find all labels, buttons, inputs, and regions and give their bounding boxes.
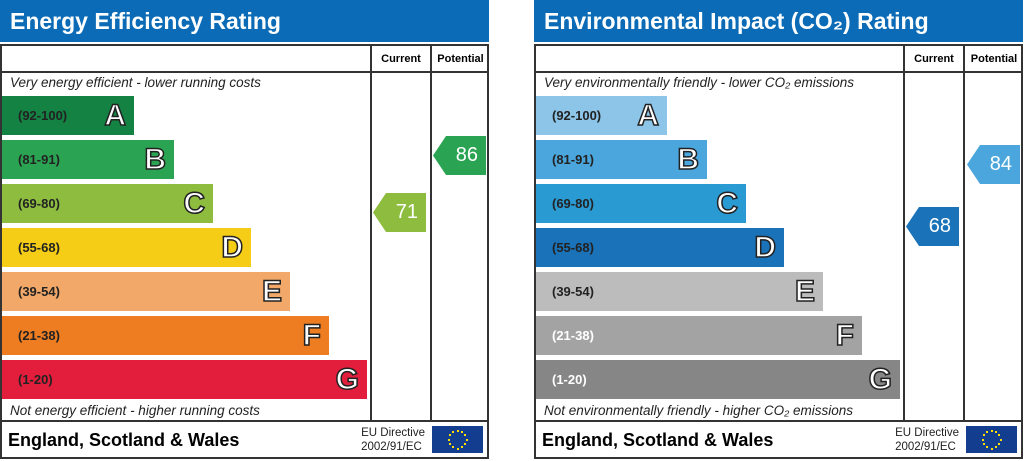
flag-star [461,430,463,433]
band-a: (92-100) A [536,96,667,135]
eu-directive: EU Directive 2002/91/EC [895,427,959,453]
band-letter: G [335,362,360,397]
band-b: (81-91) B [2,140,174,179]
flag-star [995,446,997,449]
flag-star [986,446,988,449]
band-b: (81-91) B [536,140,707,179]
band-range: (1-20) [18,372,53,387]
flag-star [998,443,1001,445]
band-range: (39-54) [18,284,60,299]
potential-rating-arrow: 86 [433,136,486,175]
potential-column-header: Potential [963,46,1023,72]
environmental-impact-panel: Environmental Impact (CO₂) Rating Curren… [534,0,1023,461]
flag-star [452,430,454,433]
band-range: (1-20) [552,372,587,387]
flag-star [990,447,993,450]
flag-star [464,434,467,436]
band-e: (39-54) E [536,272,823,311]
panel-title: Environmental Impact (CO₂) Rating [534,0,1023,42]
flag-star [464,443,467,445]
band-f: (21-38) F [2,316,329,355]
band-d: (55-68) D [2,228,251,267]
band-c: (69-80) C [536,184,746,223]
flag-star [456,447,459,450]
potential-rating-arrow: 84 [967,145,1020,184]
flag-star [999,438,1002,441]
band-e: (39-54) E [2,272,290,311]
eu-flag-icon [432,426,483,453]
band-range: (69-80) [552,196,594,211]
band-range: (81-91) [18,152,60,167]
flag-star [998,434,1001,436]
panel-title: Energy Efficiency Rating [0,0,489,42]
top-note: Very energy efficient - lower running co… [10,75,261,90]
top-note: Very environmentally friendly - lower CO… [544,75,854,90]
band-letter: C [183,186,206,221]
flag-star [990,429,993,432]
band-range: (55-68) [552,240,594,255]
band-letter: B [677,142,700,177]
band-letter: B [144,142,167,177]
flag-star [982,434,985,436]
rating-table: Current Potential Very environmentally f… [534,44,1023,459]
current-rating-arrow: 71 [373,193,426,232]
band-range: (92-100) [552,108,602,123]
band-range: (92-100) [18,108,68,123]
current-column-header: Current [903,46,963,72]
band-c: (69-80) C [2,184,213,223]
band-a: (92-100) A [2,96,134,135]
flag-star [986,430,988,433]
band-g: (1-20) G [536,360,900,399]
flag-star [982,443,985,445]
region-label: England, Scotland & Wales [542,430,774,450]
band-letter: A [637,98,660,133]
band-letter: D [754,230,777,265]
rating-table: Current Potential Very energy efficient … [0,44,489,459]
band-f: (21-38) F [536,316,862,355]
potential-column-header: Potential [430,46,489,72]
band-letter: D [221,230,244,265]
band-range: (21-38) [18,328,60,343]
band-range: (69-80) [18,196,60,211]
flag-star [465,438,468,441]
band-range: (55-68) [18,240,60,255]
flag-star [447,438,450,441]
band-letter: F [835,318,855,353]
band-letter: G [868,362,893,397]
band-g: (1-20) G [2,360,367,399]
band-letter: A [104,98,127,133]
band-range: (81-91) [552,152,594,167]
band-letter: C [716,186,739,221]
flag-star [448,443,451,445]
flag-star [461,446,463,449]
energy-efficiency-panel: Energy Efficiency Rating Current Potenti… [0,0,489,461]
flag-star [995,430,997,433]
flag-star [452,446,454,449]
region-label: England, Scotland & Wales [8,430,240,450]
eu-flag-icon [966,426,1017,453]
flag-star [456,429,459,432]
band-range: (39-54) [552,284,594,299]
bottom-note: Not environmentally friendly - higher CO… [544,403,854,418]
current-rating-arrow: 68 [906,207,959,246]
band-letter: E [261,274,283,309]
band-d: (55-68) D [536,228,784,267]
band-letter: F [302,318,322,353]
current-column-header: Current [370,46,430,72]
band-letter: E [794,274,816,309]
flag-star [981,438,984,441]
flag-star [448,434,451,436]
band-range: (21-38) [552,328,594,343]
eu-directive: EU Directive 2002/91/EC [361,427,425,453]
bottom-note: Not energy efficient - higher running co… [10,403,260,418]
